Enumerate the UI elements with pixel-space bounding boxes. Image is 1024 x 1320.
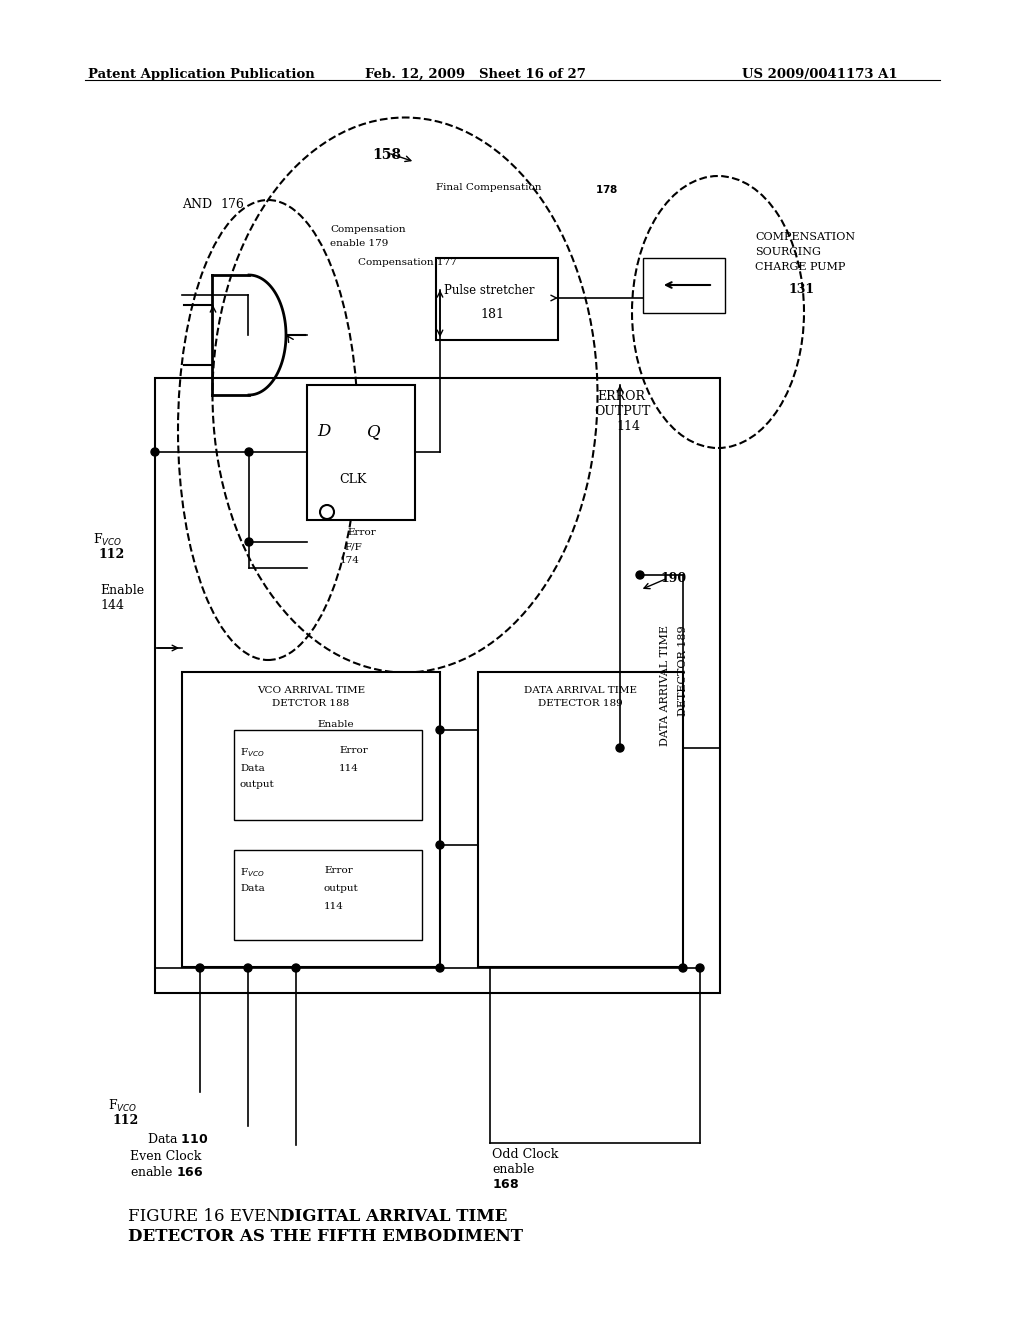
- Text: Patent Application Publication: Patent Application Publication: [88, 69, 314, 81]
- Bar: [234, 850, 422, 940]
- Text: CHARGE PUMP: CHARGE PUMP: [755, 261, 846, 272]
- Text: DETCTOR 188: DETCTOR 188: [272, 700, 349, 708]
- Text: Error: Error: [347, 528, 376, 537]
- Text: Error: Error: [324, 866, 352, 875]
- Bar: [307, 385, 415, 520]
- Circle shape: [196, 964, 204, 972]
- Text: Data $\mathbf{110}$: Data $\mathbf{110}$: [147, 1133, 209, 1146]
- Text: 144: 144: [100, 599, 124, 612]
- Text: 114: 114: [616, 420, 640, 433]
- Text: 158: 158: [372, 148, 401, 162]
- Text: 176: 176: [220, 198, 244, 211]
- Text: output: output: [324, 884, 358, 894]
- Text: enable: enable: [492, 1163, 535, 1176]
- Text: VCO ARRIVAL TIME: VCO ARRIVAL TIME: [257, 686, 366, 696]
- Text: Data: Data: [240, 884, 265, 894]
- Bar: [234, 730, 422, 820]
- Text: COMPENSATION: COMPENSATION: [755, 232, 855, 242]
- Text: Odd Clock: Odd Clock: [492, 1148, 558, 1162]
- Text: Compensation: Compensation: [330, 224, 406, 234]
- Text: 131: 131: [788, 282, 814, 296]
- Text: AND: AND: [182, 198, 212, 211]
- Text: F/F: F/F: [344, 543, 361, 550]
- Circle shape: [292, 964, 300, 972]
- Text: DETECTOR 189: DETECTOR 189: [538, 700, 623, 708]
- Circle shape: [436, 841, 444, 849]
- Text: $\mathbf{178}$: $\mathbf{178}$: [595, 183, 618, 195]
- Circle shape: [696, 964, 705, 972]
- Text: output: output: [240, 780, 274, 789]
- Text: F$_{VCO}$: F$_{VCO}$: [240, 866, 265, 879]
- Text: Feb. 12, 2009   Sheet 16 of 27: Feb. 12, 2009 Sheet 16 of 27: [365, 69, 586, 81]
- Text: D: D: [317, 422, 331, 440]
- Circle shape: [436, 726, 444, 734]
- Circle shape: [245, 539, 253, 546]
- Circle shape: [151, 447, 159, 455]
- Text: Final Compensation: Final Compensation: [436, 183, 542, 191]
- Text: 112: 112: [113, 1114, 139, 1127]
- Text: SOURCING: SOURCING: [755, 247, 821, 257]
- Text: Even Clock: Even Clock: [130, 1150, 202, 1163]
- Text: F$_{VCO}$: F$_{VCO}$: [108, 1098, 137, 1114]
- Text: F$_{VCO}$: F$_{VCO}$: [93, 532, 123, 548]
- Text: FIGURE 16 EVEN: FIGURE 16 EVEN: [128, 1208, 286, 1225]
- Circle shape: [679, 964, 687, 972]
- Circle shape: [636, 572, 644, 579]
- Text: OUTPUT: OUTPUT: [594, 405, 650, 418]
- Text: Enable: Enable: [317, 719, 353, 729]
- Text: DATA ARRIVAL TIME: DATA ARRIVAL TIME: [523, 686, 637, 696]
- Circle shape: [319, 506, 334, 519]
- Circle shape: [436, 964, 444, 972]
- Text: 114: 114: [339, 764, 358, 774]
- Bar: [436, 257, 558, 341]
- Text: 190: 190: [660, 572, 686, 585]
- Text: Error: Error: [339, 746, 368, 755]
- Bar: [643, 257, 725, 313]
- Text: DATA ARRIVAL TIME: DATA ARRIVAL TIME: [660, 624, 670, 746]
- Circle shape: [244, 964, 252, 972]
- Text: 112: 112: [98, 548, 124, 561]
- Bar: [182, 672, 440, 968]
- Bar: [155, 378, 720, 993]
- Text: 174: 174: [340, 556, 359, 565]
- Text: DETECTOR 189: DETECTOR 189: [678, 624, 688, 715]
- Text: Pulse stretcher: Pulse stretcher: [444, 284, 535, 297]
- Text: Enable: Enable: [100, 583, 144, 597]
- Text: Data: Data: [240, 764, 265, 774]
- Text: 114: 114: [324, 902, 344, 911]
- Text: DETECTOR AS THE FIFTH EMBODIMENT: DETECTOR AS THE FIFTH EMBODIMENT: [128, 1228, 523, 1245]
- Bar: [478, 672, 683, 968]
- Text: CLK: CLK: [339, 473, 367, 486]
- Circle shape: [616, 744, 624, 752]
- Text: DIGITAL ARRIVAL TIME: DIGITAL ARRIVAL TIME: [280, 1208, 507, 1225]
- Text: Compensation 177: Compensation 177: [358, 257, 457, 267]
- Text: ERROR: ERROR: [597, 389, 645, 403]
- Circle shape: [245, 447, 253, 455]
- Text: enable 179: enable 179: [330, 239, 388, 248]
- Text: US 2009/0041173 A1: US 2009/0041173 A1: [742, 69, 898, 81]
- Text: F$_{VCO}$: F$_{VCO}$: [240, 746, 265, 759]
- Text: enable $\mathbf{166}$: enable $\mathbf{166}$: [130, 1166, 203, 1179]
- Text: $\mathbf{168}$: $\mathbf{168}$: [492, 1177, 519, 1191]
- Text: 181: 181: [480, 308, 504, 321]
- Text: Q: Q: [367, 422, 381, 440]
